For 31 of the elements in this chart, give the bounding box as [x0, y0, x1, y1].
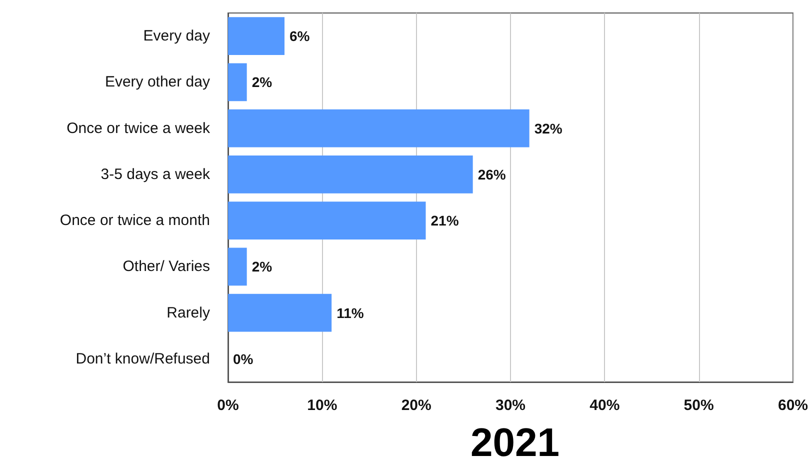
y-tick-label: Every day [143, 28, 210, 45]
x-tick-label: 40% [590, 397, 620, 414]
bar [228, 17, 284, 55]
bar [228, 109, 530, 148]
y-tick-label: 3-5 days a week [100, 166, 210, 183]
data-label: 32% [534, 120, 563, 136]
x-tick-label: 10% [307, 397, 338, 414]
bar [228, 63, 247, 102]
data-label: 2% [252, 74, 273, 90]
y-tick-label: Rarely [166, 304, 210, 322]
y-tick-label: Once or twice a week [66, 120, 210, 137]
data-label: 2% [252, 258, 273, 275]
x-tick-label: 50% [684, 397, 714, 414]
data-label: 0% [233, 350, 254, 367]
x-tick-label: 0% [217, 397, 239, 414]
bar [228, 248, 247, 286]
data-label: 26% [478, 166, 506, 182]
y-tick-label: Don’t know/Refused [76, 350, 210, 368]
bar [228, 202, 426, 240]
data-label: 11% [336, 304, 364, 321]
text: 2021 [470, 421, 560, 465]
bar [228, 156, 473, 194]
data-label: 21% [430, 212, 460, 229]
x-tick-label: 30% [495, 397, 526, 414]
bar [228, 294, 332, 332]
x-tick-label: 20% [401, 397, 432, 414]
x-tick-label: 60% [778, 397, 808, 414]
y-tick-label: Once or twice a month [60, 212, 210, 230]
data-label: 6% [290, 28, 310, 44]
y-tick-label: Every other day [104, 74, 210, 91]
y-tick-label: Other/ Varies [122, 258, 210, 276]
